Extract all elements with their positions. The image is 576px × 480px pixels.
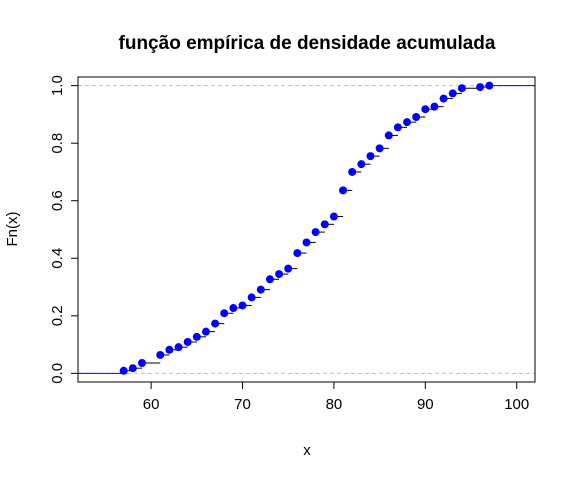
- data-points: [119, 81, 494, 375]
- data-point: [275, 270, 284, 279]
- data-point: [393, 123, 402, 132]
- y-tick-label: 0.4: [49, 248, 66, 269]
- y-tick-label: 1.0: [49, 75, 66, 96]
- data-point: [375, 144, 384, 153]
- data-point: [211, 319, 220, 328]
- data-point: [128, 364, 137, 373]
- data-point: [174, 343, 183, 352]
- data-point: [311, 228, 320, 237]
- data-point: [348, 167, 357, 176]
- data-point: [192, 332, 201, 341]
- data-point: [156, 350, 165, 359]
- reference-lines: [78, 85, 535, 374]
- y-tick-label: 0.6: [49, 190, 66, 211]
- data-point: [329, 212, 338, 221]
- y-axis: 0.0 0.2 0.4 0.6 0.8 1.0: [49, 75, 78, 384]
- data-point: [183, 338, 192, 347]
- data-point: [165, 345, 174, 354]
- data-point: [448, 89, 457, 98]
- data-point: [247, 293, 256, 302]
- x-axis-label: x: [303, 442, 311, 459]
- data-point: [384, 131, 393, 140]
- data-point: [412, 112, 421, 121]
- data-point: [265, 275, 274, 284]
- data-point: [302, 238, 311, 247]
- x-tick-label: 80: [326, 396, 343, 413]
- data-point: [320, 220, 329, 229]
- data-point: [119, 366, 128, 375]
- step-segments: [78, 85, 535, 374]
- data-point: [238, 301, 247, 310]
- data-point: [357, 160, 366, 169]
- data-point: [430, 102, 439, 111]
- y-axis-label: Fn(x): [4, 212, 21, 247]
- y-tick-label: 0.0: [49, 363, 66, 384]
- y-tick-label: 0.2: [49, 305, 66, 326]
- data-point: [284, 264, 293, 273]
- data-point: [476, 83, 485, 92]
- data-point: [137, 359, 146, 368]
- data-point: [457, 84, 466, 93]
- data-point: [403, 118, 412, 127]
- data-point: [201, 327, 210, 336]
- data-point: [421, 105, 430, 114]
- data-point: [439, 94, 448, 103]
- x-tick-label: 60: [143, 396, 160, 413]
- x-axis: 60 70 80 90 100: [143, 382, 529, 413]
- data-point: [229, 304, 238, 313]
- data-point: [366, 152, 375, 161]
- data-point: [485, 81, 494, 90]
- data-point: [220, 309, 229, 318]
- x-tick-label: 70: [234, 396, 251, 413]
- data-point: [339, 186, 348, 195]
- chart-title: função empírica de densidade acumulada: [119, 33, 496, 54]
- x-tick-label: 100: [504, 396, 529, 413]
- plot-frame: [77, 76, 536, 383]
- x-tick-label: 90: [417, 396, 434, 413]
- data-point: [256, 285, 265, 294]
- y-tick-label: 0.8: [49, 133, 66, 154]
- data-point: [293, 249, 302, 258]
